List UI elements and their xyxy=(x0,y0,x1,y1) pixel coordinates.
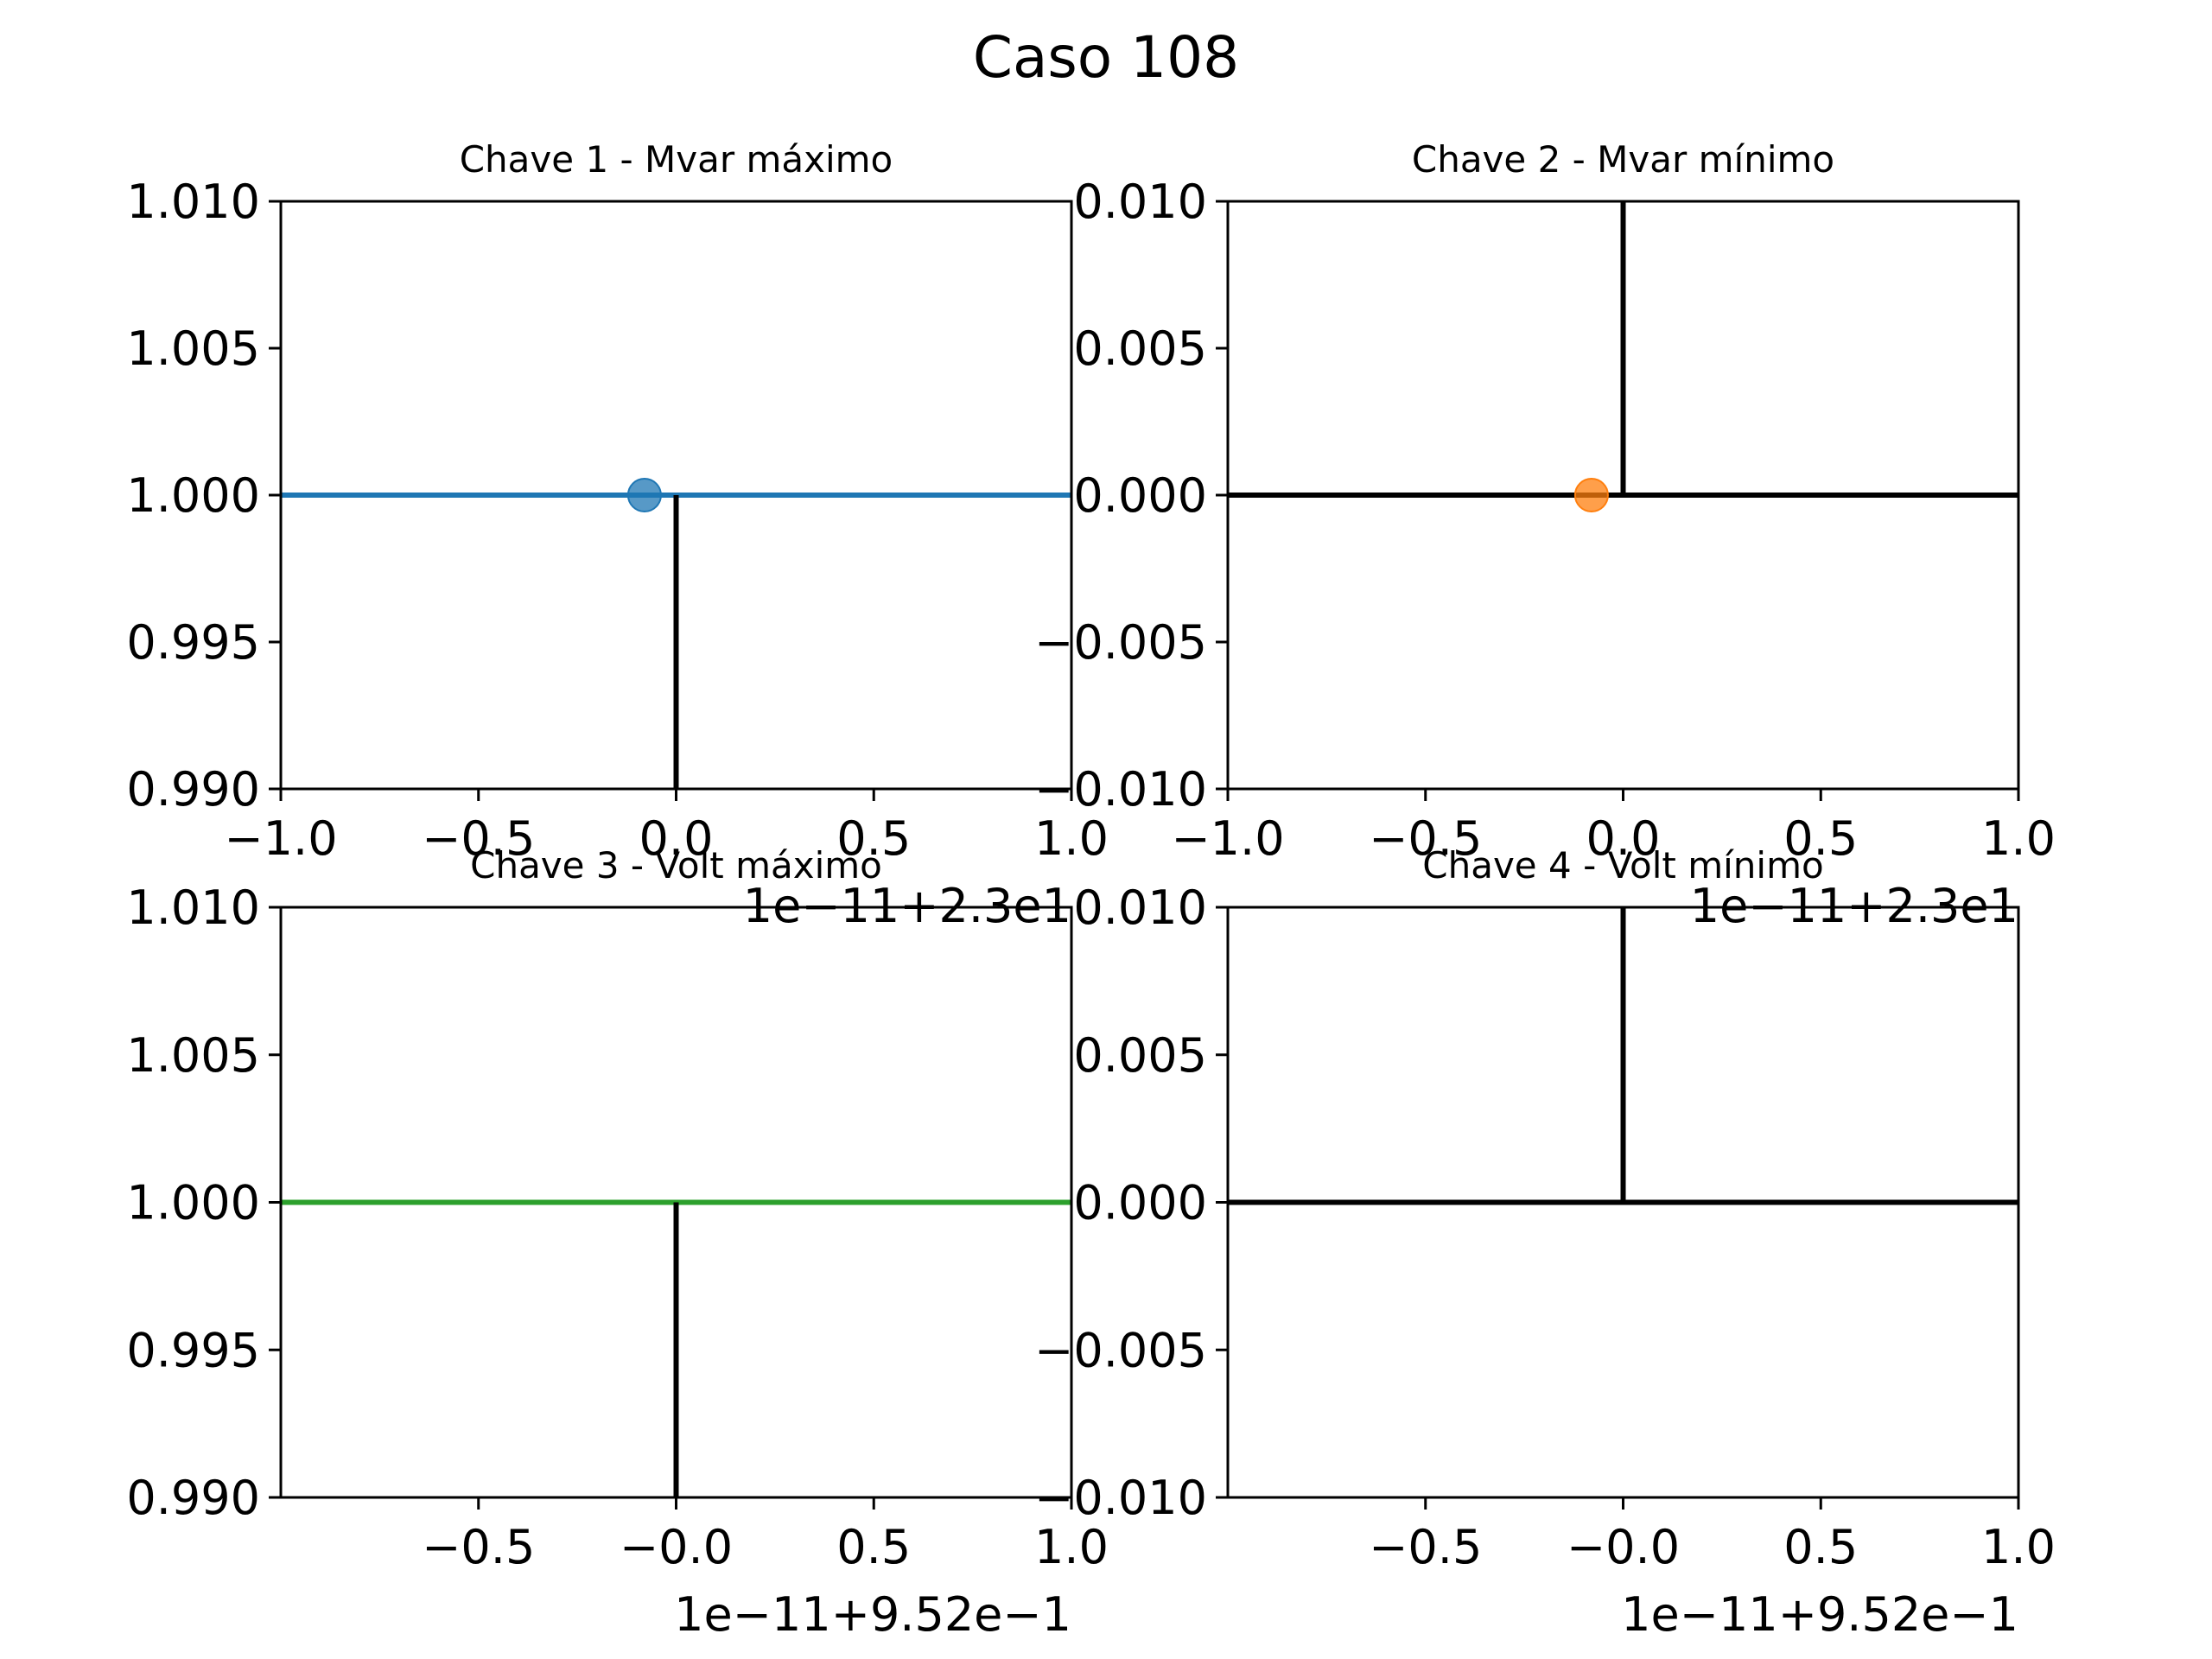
y-tick-label: 0.995 xyxy=(126,615,260,670)
x-tick-label: −0.5 xyxy=(1369,811,1482,866)
y-tick-label: −0.010 xyxy=(1034,1471,1207,1525)
x-tick-label: −0.5 xyxy=(422,811,535,866)
y-tick-label: 0.990 xyxy=(126,762,260,817)
y-tick-label: 1.010 xyxy=(126,175,260,229)
y-tick-label: 0.010 xyxy=(1073,880,1207,935)
subplot-title: Chave 4 - Volt mínimo xyxy=(1422,844,1823,887)
subplot-title: Chave 2 - Mvar mínimo xyxy=(1412,138,1834,181)
y-tick-label: 1.010 xyxy=(126,880,260,935)
data-point xyxy=(626,478,662,512)
y-tick-label: 1.005 xyxy=(126,1028,260,1083)
x-tick-label: −0.5 xyxy=(1369,1520,1482,1574)
y-tick-label: 1.005 xyxy=(126,321,260,376)
x-tick-label: 1.0 xyxy=(1034,811,1109,866)
y-tick-label: 0.005 xyxy=(1073,1028,1207,1083)
y-tick-label: −0.005 xyxy=(1034,1323,1207,1377)
y-tick-label: 0.010 xyxy=(1073,175,1207,229)
x-tick-label: 0.0 xyxy=(639,811,714,866)
x-tick-label: −1.0 xyxy=(224,811,337,866)
x-tick-label: −0.0 xyxy=(1567,1520,1680,1574)
y-tick-label: 0.990 xyxy=(126,1471,260,1525)
x-tick-label: 1.0 xyxy=(1981,811,2056,866)
x-tick-label: −0.5 xyxy=(422,1520,535,1574)
subplot-title: Chave 1 - Mvar máximo xyxy=(460,138,893,181)
x-tick-label: 0.0 xyxy=(1586,811,1661,866)
x-tick-label: 1.0 xyxy=(1981,1520,2056,1574)
y-tick-label: −0.010 xyxy=(1034,762,1207,817)
x-tick-label: 0.5 xyxy=(836,811,911,866)
subplot-title: Chave 3 - Volt máximo xyxy=(470,844,882,887)
subplot-2: Chave 2 - Mvar mínimo −0.010 −0.005 0.000 0.… xyxy=(1034,138,2056,933)
y-tick-label: 1.000 xyxy=(126,1176,260,1230)
y-tick-label: 0.995 xyxy=(126,1323,260,1377)
x-tick-label: −1.0 xyxy=(1171,811,1284,866)
data-point xyxy=(1573,478,1609,512)
x-tick-label: 0.5 xyxy=(836,1520,911,1574)
y-tick-label: −0.005 xyxy=(1034,615,1207,670)
figure-title: Caso 108 xyxy=(972,24,1240,91)
subplot-4: Chave 4 - Volt mínimo −0.010 −0.005 0.000 0.… xyxy=(1034,844,2056,1642)
y-tick-label: 1.000 xyxy=(126,468,260,523)
x-tick-label: 0.5 xyxy=(1783,811,1858,866)
subplot-3: Chave 3 - Volt máximo0.9900.9951.0001.00… xyxy=(126,844,1109,1642)
x-tick-label: −0.0 xyxy=(620,1520,733,1574)
x-tick-label: 0.5 xyxy=(1783,1520,1858,1574)
y-tick-label: 0.000 xyxy=(1073,468,1207,523)
x-offset-label: 1e−11+9.52e−1 xyxy=(674,1587,1071,1642)
y-tick-label: 0.000 xyxy=(1073,1176,1207,1230)
y-tick-label: 0.005 xyxy=(1073,321,1207,376)
subplot-1: Chave 1 - Mvar máximo0.9900.9951.0001.00… xyxy=(126,138,1109,933)
x-offset-label: 1e−11+9.52e−1 xyxy=(1621,1587,2018,1642)
x-tick-label: 1.0 xyxy=(1034,1520,1109,1574)
